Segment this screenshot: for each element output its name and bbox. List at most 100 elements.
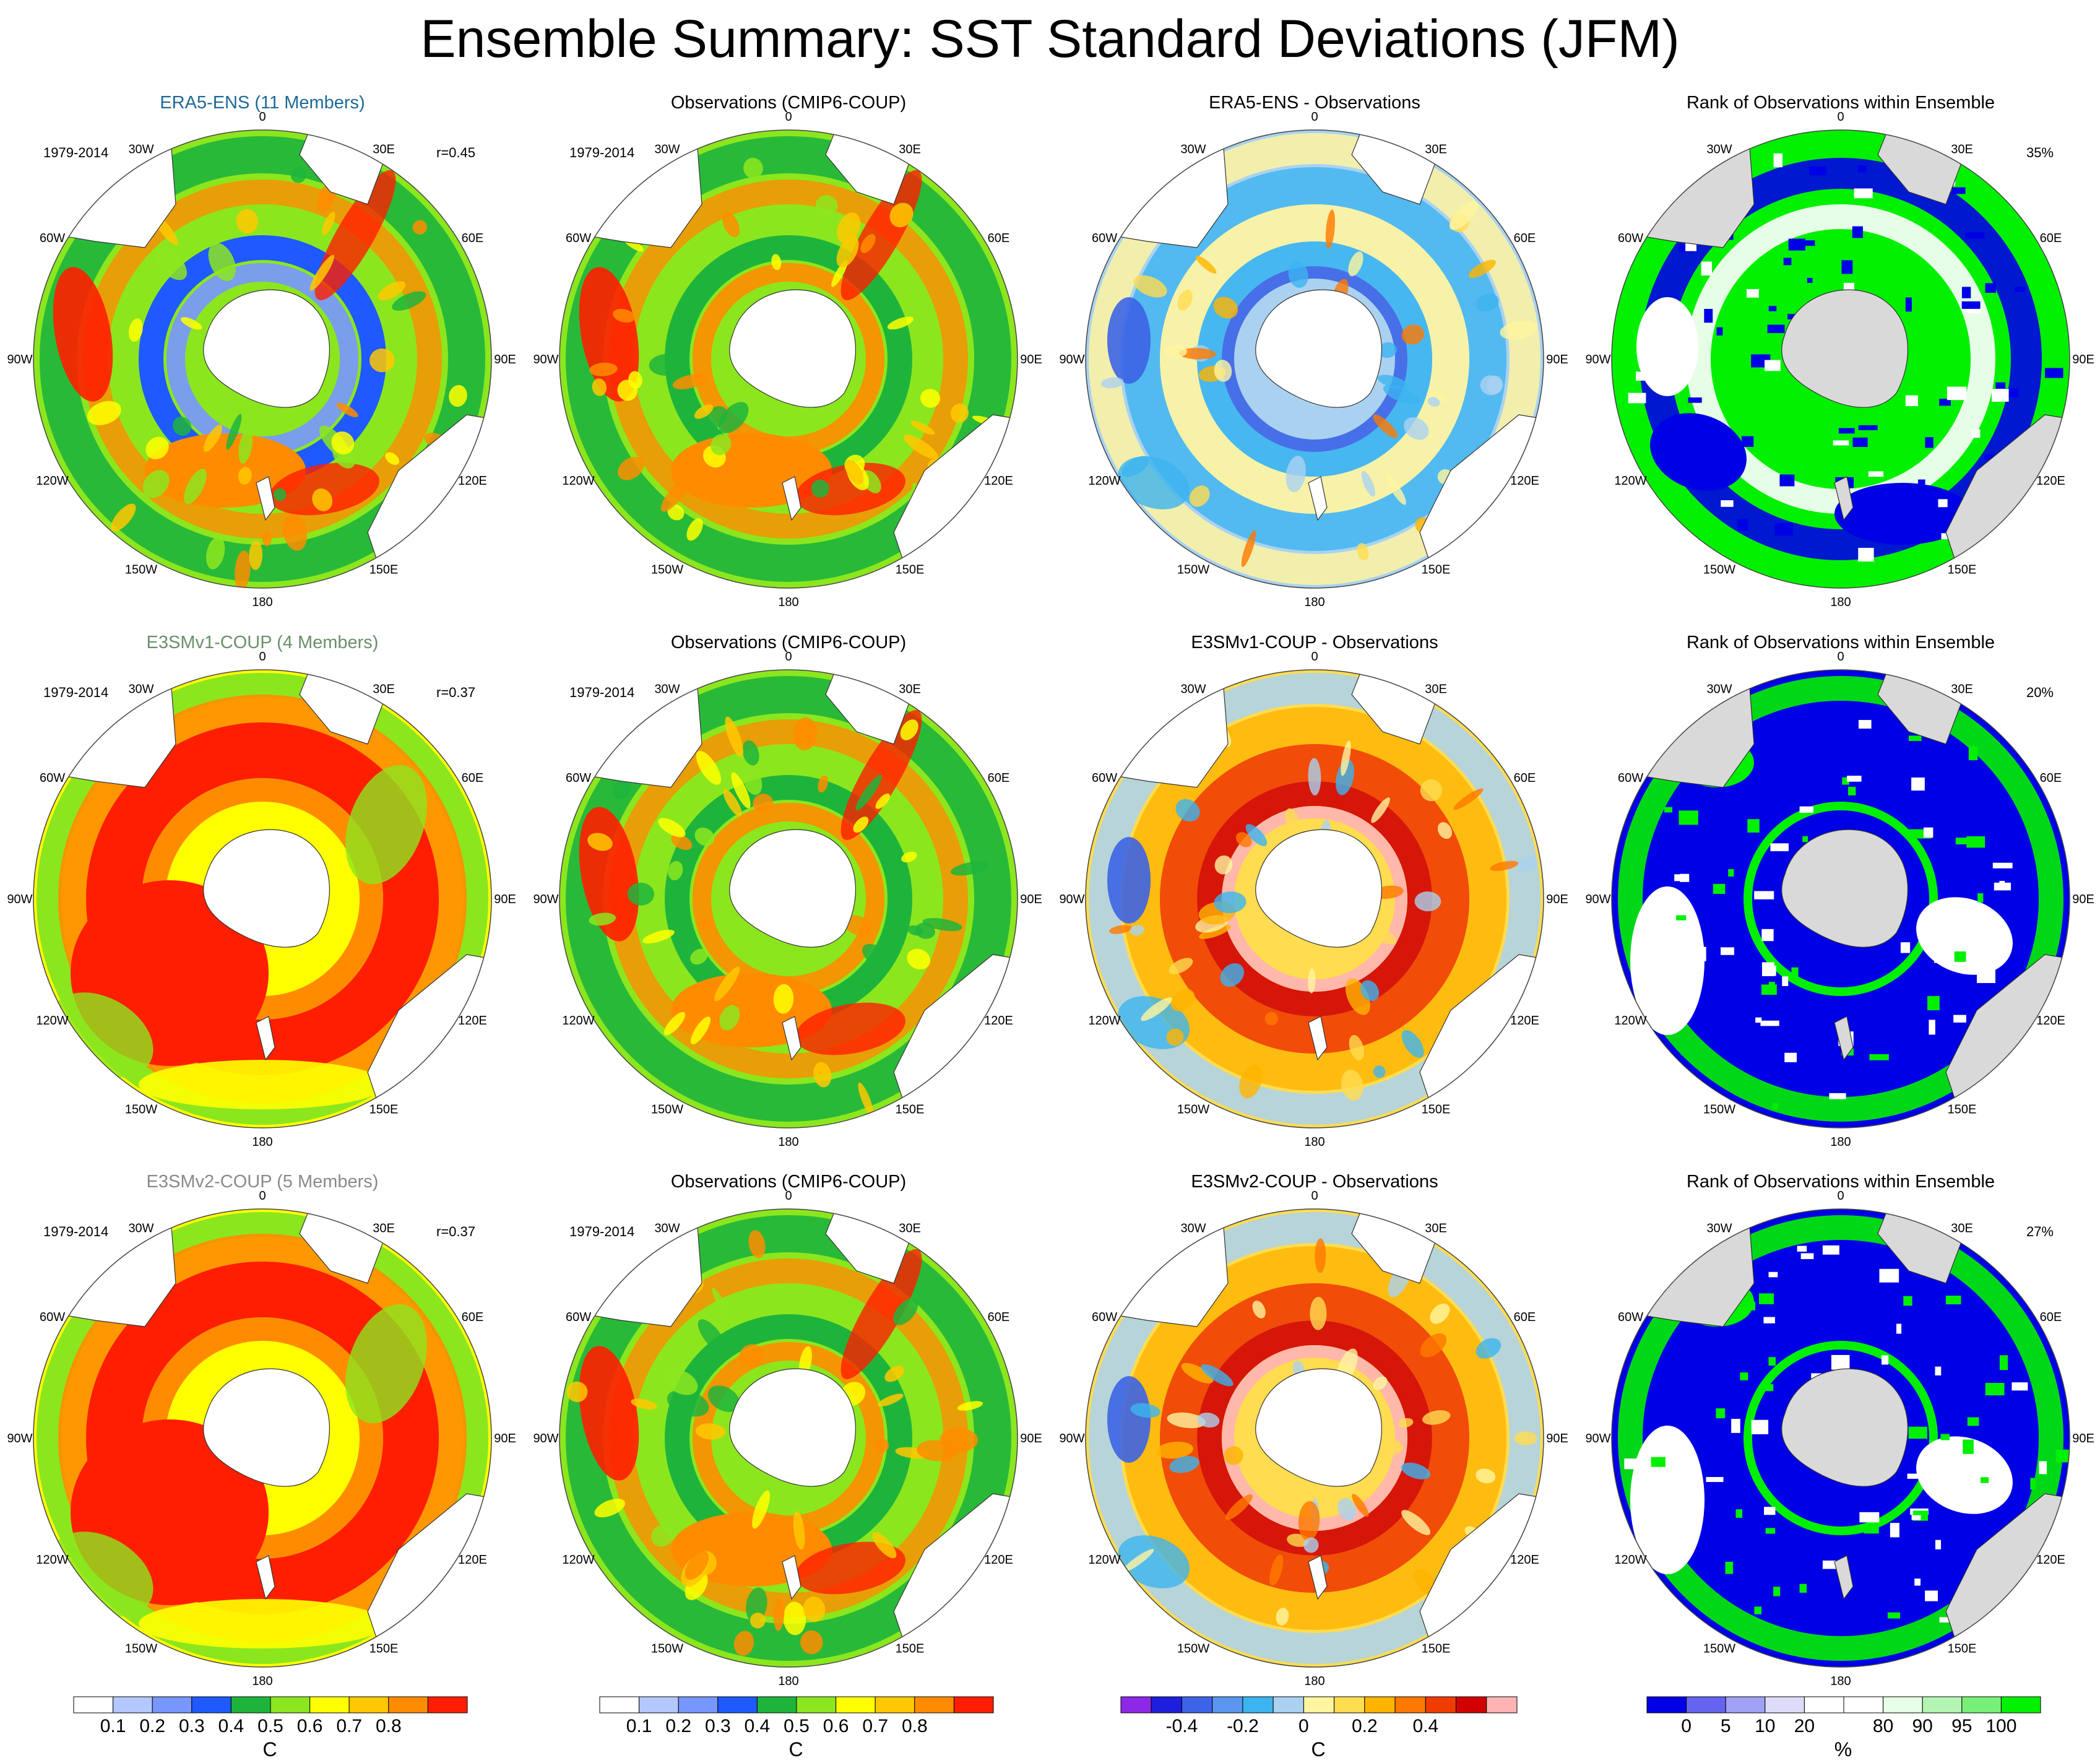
longitude-label: 30E <box>899 1222 921 1236</box>
longitude-label: 150W <box>1703 1642 1735 1655</box>
sst-field <box>33 670 491 1128</box>
sst-field <box>560 130 1018 588</box>
colorbar-tick-label: 0.3 <box>704 1716 731 1736</box>
colorbar-tick-label: 0.4 <box>744 1716 771 1736</box>
sst-field <box>1086 130 1544 588</box>
colorbar-tick-label: 10 <box>1755 1716 1776 1736</box>
map-panel: Observations (CMIP6-COUP) 0 30E 60E 90E 120E 1… <box>526 633 1051 1172</box>
map-boundary <box>1085 129 1544 589</box>
longitude-label: 30E <box>373 1222 395 1236</box>
longitude-label: 120W <box>1614 1014 1646 1028</box>
longitude-label: 30W <box>128 683 153 696</box>
longitude-label: 60E <box>988 1310 1010 1324</box>
longitude-label: 120E <box>984 1553 1013 1567</box>
longitude-label: 90W <box>7 353 32 366</box>
longitude-label: 90W <box>7 893 32 906</box>
colorbar-swatch <box>1922 1696 1963 1713</box>
map-panel: E3SMv1-COUP - Observations 0 30E 60E 90E 120E… <box>1052 633 1577 1172</box>
longitude-label: 150E <box>1422 1102 1451 1116</box>
longitude-label: 120E <box>2036 1014 2065 1028</box>
polar-stereographic-map: 0 30E 60E 90E 120E 150E 180 150W 120W 90W 60W 30W <box>7 1189 516 1688</box>
longitude-label: 30E <box>373 143 395 157</box>
polar-stereographic-map: 0 30E 60E 90E 120E 150E 180 150W 120W 90W 60W 30W <box>533 1189 1042 1688</box>
longitude-label: 180 <box>1304 1135 1324 1149</box>
map-panel: Rank of Observations within Ensemble 0 30E… <box>1578 633 2100 1172</box>
longitude-label: 60E <box>988 232 1010 245</box>
longitude-label: 0 <box>1837 110 1844 124</box>
colorbar-swatch <box>875 1696 915 1713</box>
longitude-label: 180 <box>1830 596 1851 609</box>
period-label: 1979-2014 <box>569 685 635 700</box>
longitude-label: 90E <box>1020 1432 1042 1445</box>
map-boundary <box>1611 129 2070 589</box>
map-panel: E3SMv1-COUP (4 Members) 0 30E 60E 90E 120E 150… <box>0 633 525 1172</box>
longitude-label: 120W <box>36 474 68 488</box>
longitude-label: 120E <box>1510 1014 1539 1028</box>
longitude-label: 150E <box>369 563 399 576</box>
longitude-label: 60E <box>462 232 484 245</box>
colorbar-tick-label: 5 <box>1720 1716 1731 1736</box>
panel-title: Rank of Observations within Ensemble <box>1686 1172 1995 1192</box>
longitude-label: 90E <box>1546 353 1568 366</box>
colorbar-tick-label: 0 <box>1298 1716 1309 1736</box>
longitude-label: 180 <box>1304 596 1324 609</box>
longitude-label: 30E <box>1425 143 1447 157</box>
longitude-label: 90W <box>7 1432 32 1445</box>
colorbar-tick-label: -0.2 <box>1227 1716 1259 1736</box>
colorbar-swatch <box>1456 1696 1487 1713</box>
colorbar-swatch <box>1181 1696 1213 1713</box>
sst-field <box>1612 130 2070 588</box>
longitude-label: 60E <box>1514 232 1536 245</box>
colorbar-swatch <box>1212 1696 1243 1713</box>
colorbar-tick-label: 0.2 <box>1351 1716 1378 1736</box>
longitude-label: 150W <box>125 1642 157 1655</box>
longitude-label: 150E <box>896 1102 925 1116</box>
longitude-label: 180 <box>1830 1135 1851 1149</box>
colorbar-swatch <box>836 1696 876 1713</box>
longitude-label: 30E <box>1425 683 1447 696</box>
sst-field <box>33 1209 491 1667</box>
colorbar-tick-label: -0.4 <box>1165 1716 1198 1736</box>
colorbar-swatch <box>2000 1696 2041 1713</box>
longitude-label: 90W <box>1059 1432 1084 1445</box>
longitude-label: 60W <box>1092 771 1117 785</box>
longitude-label: 30W <box>128 143 153 157</box>
longitude-label: 60W <box>1618 771 1643 785</box>
longitude-label: 30E <box>1425 1222 1447 1236</box>
polar-stereographic-map: 0 30E 60E 90E 120E 150E 180 150W 120W 90W 60W 30W <box>1585 110 2094 609</box>
longitude-label: 30W <box>1706 1222 1732 1236</box>
period-label: 1979-2014 <box>569 1224 635 1239</box>
longitude-label: 180 <box>778 596 798 609</box>
colorbar-swatch <box>270 1696 311 1713</box>
rank-percentage: 35% <box>2026 145 2054 160</box>
longitude-label: 30W <box>128 1222 153 1236</box>
longitude-label: 120W <box>1614 474 1646 488</box>
longitude-label: 0 <box>259 110 266 124</box>
longitude-label: 90W <box>1585 893 1610 906</box>
period-label: 1979-2014 <box>43 685 109 700</box>
longitude-label: 150E <box>1948 1642 1977 1655</box>
rank-percentage: 27% <box>2026 1224 2054 1239</box>
longitude-label: 0 <box>1311 110 1318 124</box>
longitude-label: 60W <box>1618 1310 1643 1324</box>
longitude-label: 30W <box>654 683 680 696</box>
sst-field <box>1612 670 2070 1128</box>
panel-title: E3SMv2-COUP - Observations <box>1191 1172 1438 1192</box>
colorbar-tick-label: 0.2 <box>665 1716 692 1736</box>
longitude-label: 90W <box>1059 353 1084 366</box>
longitude-label: 60W <box>1092 1310 1117 1324</box>
panel-title: ERA5-ENS - Observations <box>1209 93 1420 113</box>
polar-stereographic-map: 0 30E 60E 90E 120E 150E 180 150W 120W 90W 60W 30W <box>1059 110 1568 609</box>
longitude-label: 180 <box>252 1674 272 1688</box>
longitude-label: 120E <box>2036 1553 2065 1567</box>
longitude-label: 30W <box>1180 683 1206 696</box>
polar-stereographic-map: 0 30E 60E 90E 120E 150E 180 150W 120W 90W 60W 30W <box>7 110 516 609</box>
longitude-label: 120E <box>1510 474 1539 488</box>
longitude-label: 150W <box>1703 563 1735 576</box>
correlation-label: r=0.45 <box>436 145 475 160</box>
map-panel: Observations (CMIP6-COUP) 0 30E 60E 90E 120E 1… <box>526 93 1051 633</box>
polar-stereographic-map: 0 30E 60E 90E 120E 150E 180 150W 120W 90W 60W 30W <box>1585 1189 2094 1688</box>
longitude-label: 120E <box>458 1014 487 1028</box>
colorbar-swatch <box>1273 1696 1304 1713</box>
colorbar-swatch <box>113 1696 153 1713</box>
